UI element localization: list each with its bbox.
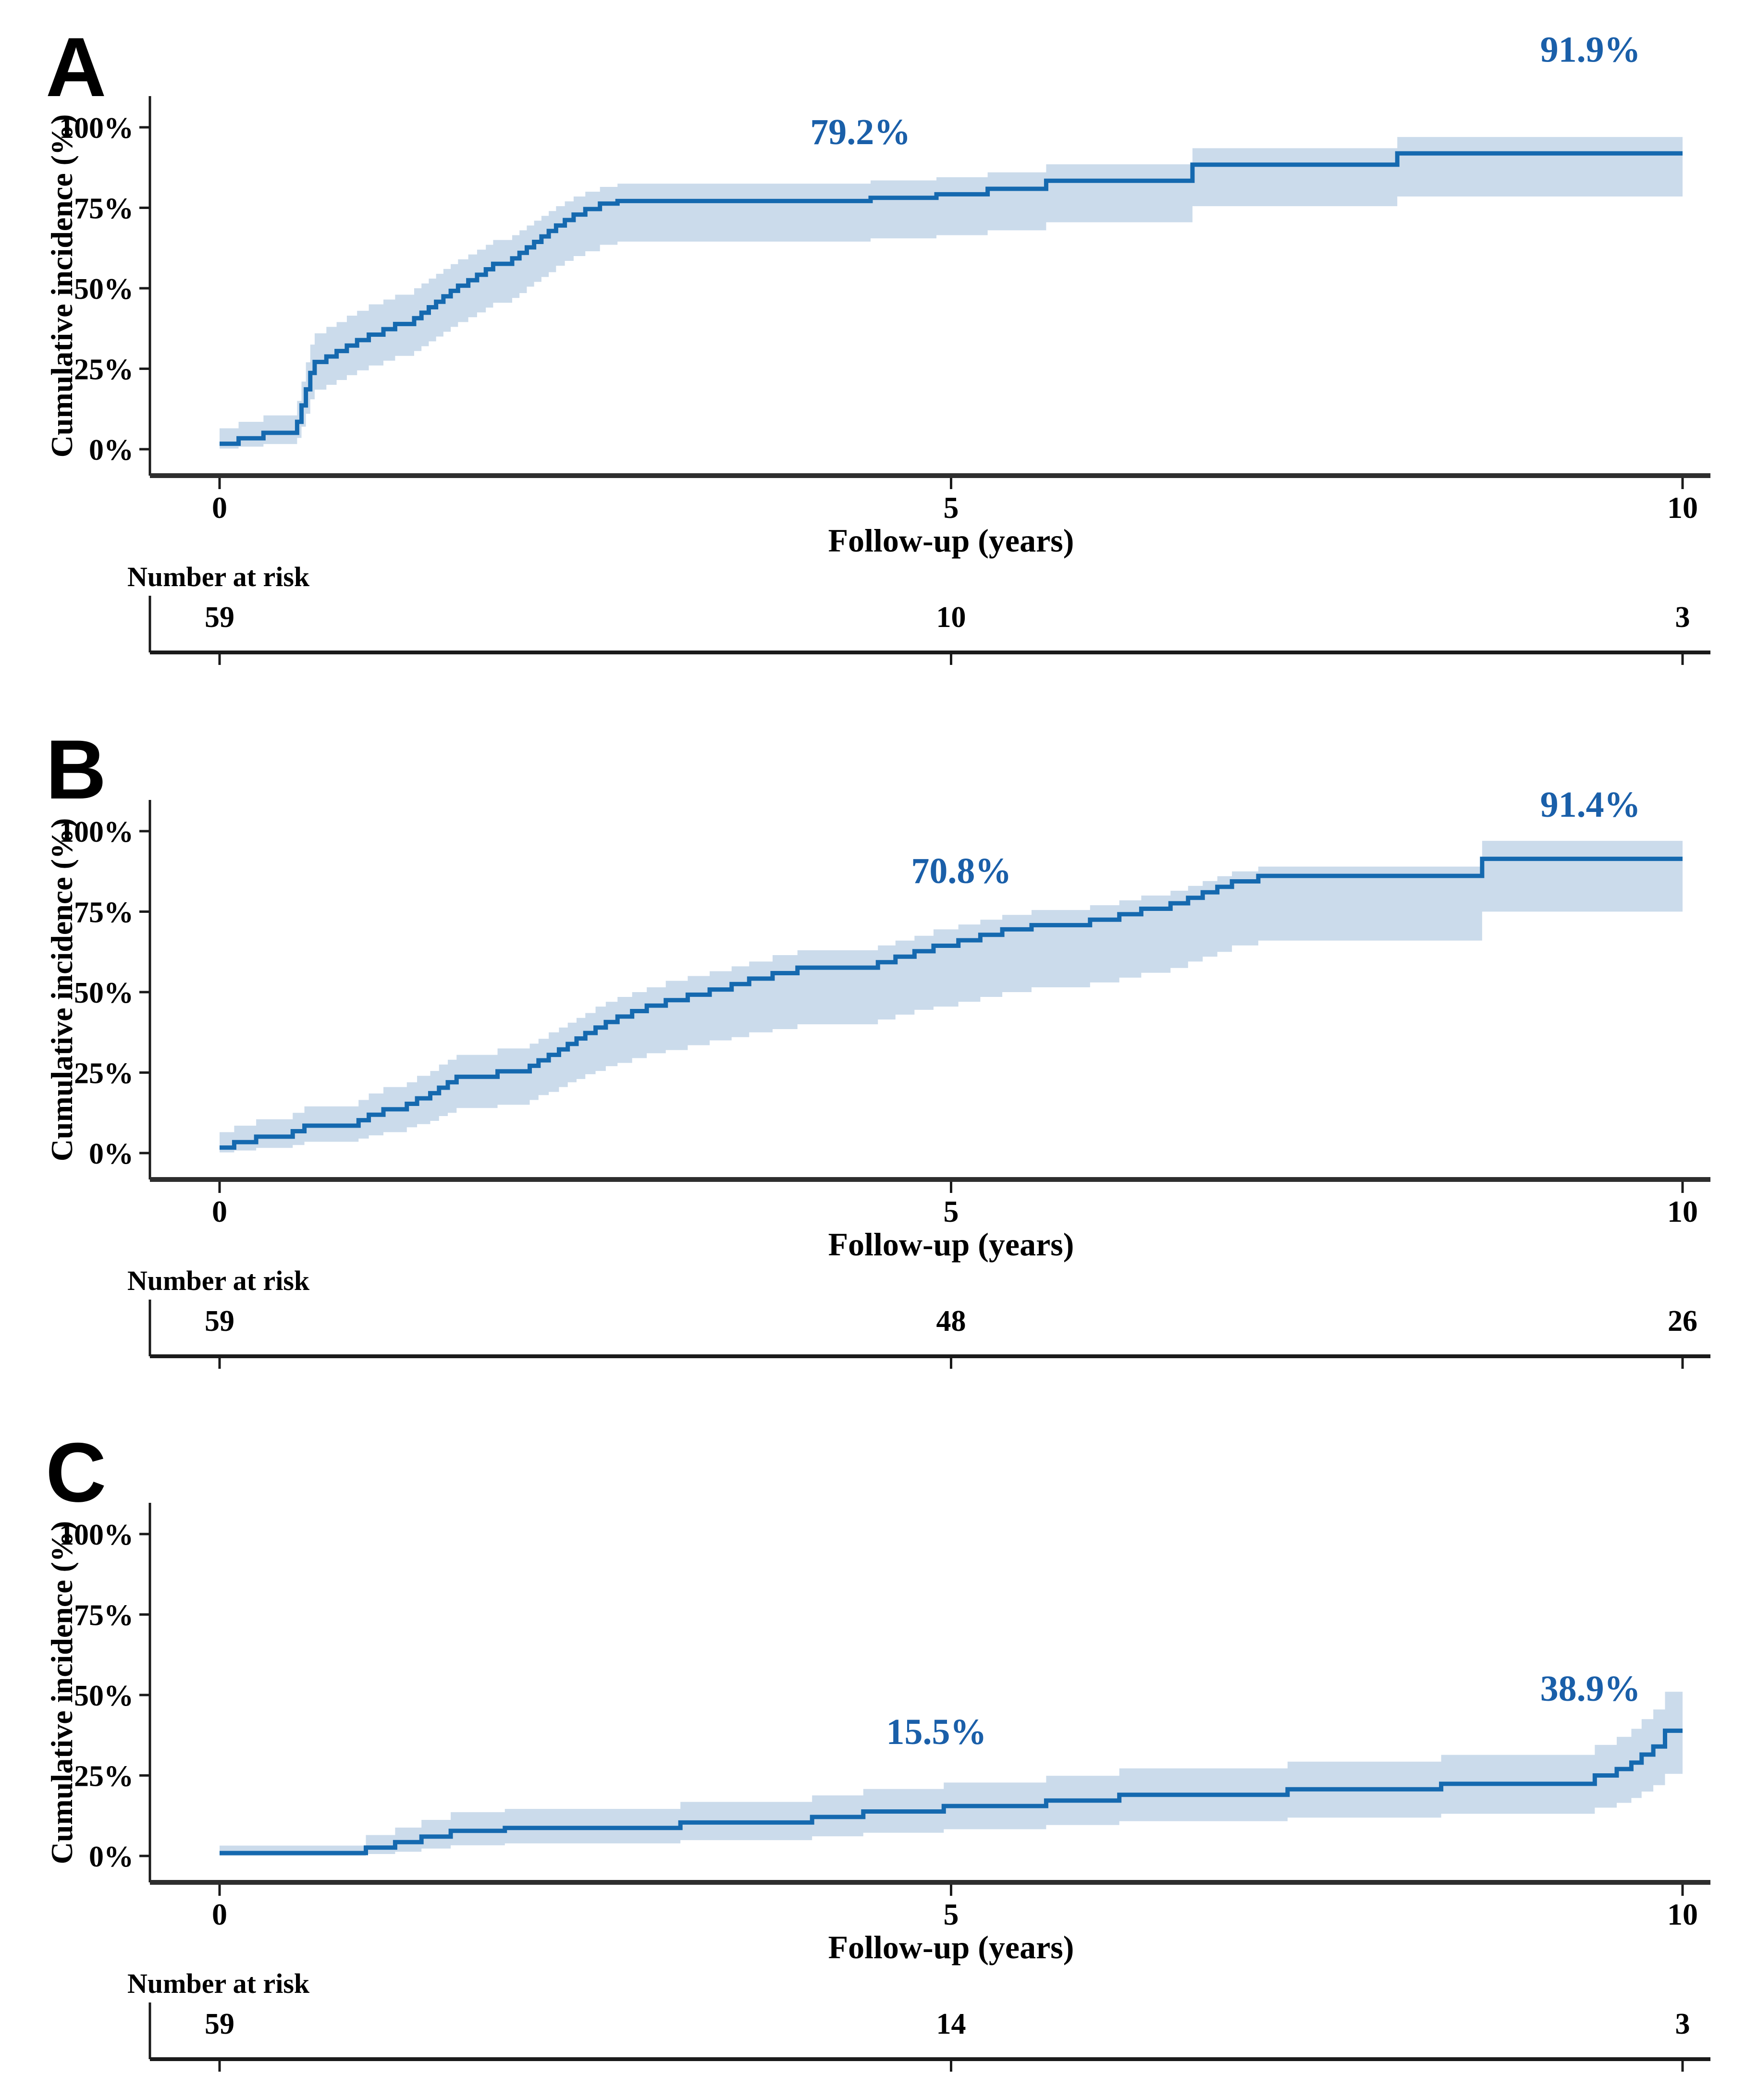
x-tick-label: 10 <box>1667 1194 1698 1228</box>
number-at-risk-label: Number at risk <box>127 1265 310 1296</box>
number-at-risk-value: 10 <box>936 601 966 634</box>
y-tick-label: 25% <box>74 1760 134 1793</box>
number-at-risk-value: 26 <box>1668 1305 1697 1338</box>
annotation-5yr-estimate: 15.5% <box>886 1712 987 1752</box>
number-at-risk-value: 3 <box>1675 2008 1690 2040</box>
y-tick-label: 75% <box>74 193 134 225</box>
confidence-band <box>220 841 1683 1153</box>
confidence-band <box>220 1692 1683 1856</box>
y-tick-label: 100% <box>59 1519 134 1551</box>
confidence-band <box>220 137 1683 449</box>
y-axis-title: Cumulative incidence (%) <box>45 818 79 1162</box>
y-axis-title: Cumulative incidence (%) <box>45 1521 79 1865</box>
x-tick-label: 5 <box>944 1194 959 1228</box>
y-tick-label: 100% <box>59 112 134 145</box>
x-axis-title: Follow-up (years) <box>828 1929 1074 1965</box>
x-axis-title: Follow-up (years) <box>828 522 1074 559</box>
number-at-risk-label: Number at risk <box>127 561 310 592</box>
y-tick-label: 25% <box>74 354 134 386</box>
y-tick-label: 50% <box>74 977 134 1009</box>
y-tick-label: 50% <box>74 273 134 306</box>
x-tick-label: 0 <box>212 1897 227 1931</box>
annotation-10yr-estimate: 91.4% <box>1540 785 1641 825</box>
y-tick-label: 75% <box>74 896 134 929</box>
number-at-risk-value: 3 <box>1675 601 1690 634</box>
number-at-risk-label: Number at risk <box>127 1968 310 1999</box>
annotation-10yr-estimate: 38.9% <box>1540 1669 1641 1709</box>
y-tick-label: 25% <box>74 1057 134 1090</box>
panel-a: 0% 25% 50% 75% 100% 0 5 10 Follow-up (years) Cumu… <box>45 21 1710 665</box>
annotation-5yr-estimate: 79.2% <box>810 112 910 152</box>
y-tick-label: 50% <box>74 1680 134 1712</box>
x-tick-label: 0 <box>212 1194 227 1228</box>
y-tick-label: 100% <box>59 816 134 848</box>
x-tick-label: 5 <box>944 491 959 525</box>
number-at-risk-value: 59 <box>205 601 234 634</box>
y-tick-label: 0% <box>89 1138 134 1170</box>
x-tick-label: 10 <box>1667 491 1698 525</box>
panel-letter: B <box>46 723 106 817</box>
x-tick-label: 10 <box>1667 1897 1698 1931</box>
x-tick-label: 0 <box>212 491 227 525</box>
panel-c: 0% 25% 50% 75% 100% 0 5 10 Follow-up (years) Cumu… <box>45 1426 1710 2072</box>
panel-letter: A <box>46 21 106 114</box>
cumulative-incidence-curve <box>220 857 1683 1150</box>
panel-b: 0% 25% 50% 75% 100% 0 5 10 Follow-up (years) Cumu… <box>45 723 1710 1369</box>
panel-letter: C <box>46 1426 106 1520</box>
number-at-risk-value: 59 <box>205 1305 234 1338</box>
number-at-risk-value: 59 <box>205 2008 234 2040</box>
cumulative-incidence-curve <box>220 1728 1683 1855</box>
y-tick-label: 0% <box>89 434 134 467</box>
y-axis-title: Cumulative incidence (%) <box>45 114 79 458</box>
number-at-risk-value: 48 <box>936 1305 966 1338</box>
annotation-5yr-estimate: 70.8% <box>911 851 1011 891</box>
y-tick-label: 0% <box>89 1841 134 1873</box>
x-tick-label: 5 <box>944 1897 959 1931</box>
y-tick-label: 75% <box>74 1599 134 1632</box>
cumulative-incidence-curve <box>220 151 1683 446</box>
x-axis-title: Follow-up (years) <box>828 1226 1074 1263</box>
number-at-risk-value: 14 <box>936 2008 966 2040</box>
annotation-10yr-estimate: 91.9% <box>1540 29 1641 70</box>
